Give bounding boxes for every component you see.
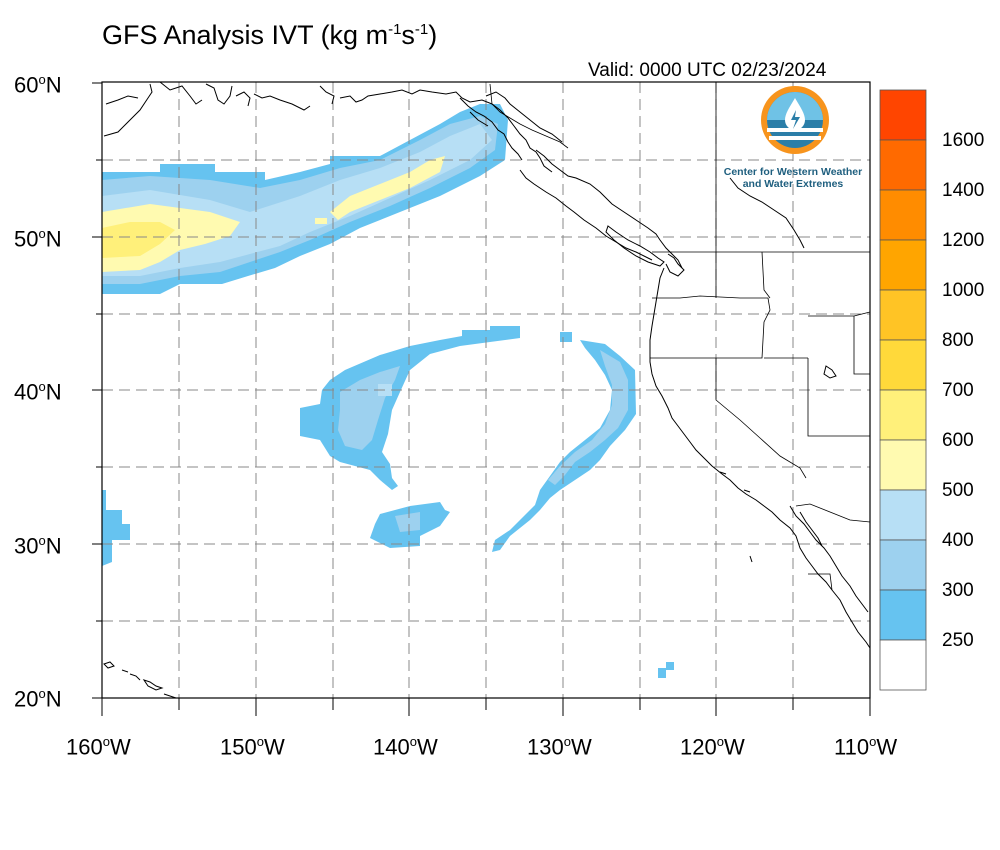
colorbar-label-800: 800 bbox=[942, 330, 974, 351]
lat-label-40: 40oN bbox=[14, 379, 62, 405]
coastlines bbox=[103, 81, 871, 699]
lon-label-150: 150oW bbox=[220, 734, 285, 760]
grid-lines bbox=[102, 82, 870, 698]
ivt-band-600 bbox=[102, 222, 175, 258]
ivt-blob-300 bbox=[395, 512, 420, 532]
ivt-band-500 bbox=[102, 156, 445, 272]
ivt-spot-250 bbox=[658, 662, 674, 678]
lat-label-30: 30oN bbox=[14, 533, 62, 559]
colorbar-label-400: 400 bbox=[942, 530, 974, 551]
colorbar-label-1400: 1400 bbox=[942, 180, 985, 201]
lat-label-60: 60oN bbox=[14, 72, 62, 98]
colorbar-label-1600: 1600 bbox=[942, 130, 985, 151]
lon-label-120: 120oW bbox=[680, 734, 745, 760]
colorbar-label-500: 500 bbox=[942, 480, 974, 501]
lat-label-50: 50oN bbox=[14, 226, 62, 252]
ivt-arc-west-250 bbox=[300, 326, 520, 490]
logo-line-2: and Water Extremes bbox=[742, 178, 844, 190]
valid-time: Valid: 0000 UTC 02/23/2024 bbox=[588, 60, 827, 81]
axis-ticks bbox=[92, 82, 871, 716]
logo-caption: Center for Western Weather and Water Ext… bbox=[713, 166, 873, 190]
cw3e-logo bbox=[761, 86, 829, 154]
colorbar-label-1200: 1200 bbox=[942, 230, 985, 251]
ivt-arc-east-300 bbox=[548, 350, 628, 485]
colorbar-label-300: 300 bbox=[942, 580, 974, 601]
ivt-shading bbox=[102, 104, 674, 678]
borders bbox=[489, 82, 871, 591]
lon-label-110: 110oW bbox=[834, 734, 898, 760]
ivt-edge-250 bbox=[102, 490, 130, 566]
map-title: GFS Analysis IVT (kg m-1s-1) bbox=[102, 20, 438, 50]
colorbar-label-250: 250 bbox=[942, 630, 974, 651]
colorbar-label-1000: 1000 bbox=[942, 280, 985, 301]
logo-line-1: Center for Western Weather bbox=[723, 166, 863, 178]
lon-label-140: 140oW bbox=[373, 734, 438, 760]
lon-label-130: 130oW bbox=[527, 734, 592, 760]
colorbar-label-600: 600 bbox=[942, 430, 974, 451]
lon-label-160: 160oW bbox=[66, 734, 131, 760]
ivt-arc-east-250 bbox=[492, 332, 636, 552]
lat-label-20: 20oN bbox=[14, 686, 62, 712]
colorbar-label-700: 700 bbox=[942, 380, 974, 401]
